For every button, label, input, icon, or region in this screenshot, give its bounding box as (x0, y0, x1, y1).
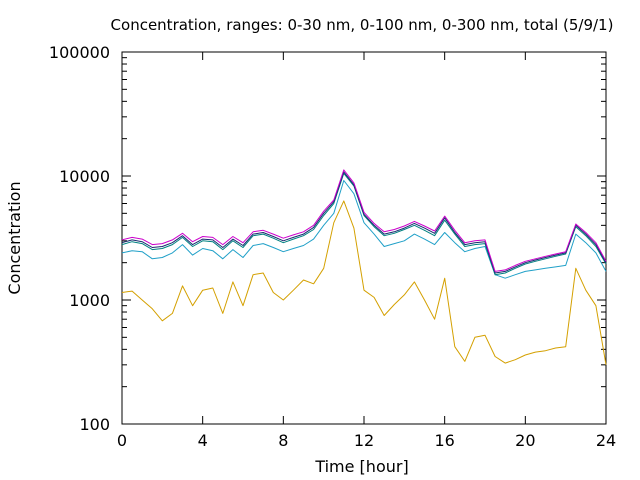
x-tick-label: 16 (434, 431, 454, 450)
y-tick-label: 100000 (49, 43, 110, 62)
y-tick-label: 10000 (59, 167, 110, 186)
series-line-4 (121, 171, 607, 274)
series-line-5 (121, 169, 607, 272)
ticks: 0 4 8 12 16 20 24 100 1000 10000 100000 (49, 43, 616, 450)
x-tick-label: 20 (515, 431, 535, 450)
chart-title: Concentration, ranges: 0-30 nm, 0-100 nm… (111, 16, 614, 34)
x-tick-label: 8 (278, 431, 288, 450)
x-tick-label: 0 (117, 431, 127, 450)
series-line-1 (121, 200, 607, 365)
x-axis-label: Time [hour] (314, 457, 408, 476)
y-tick-label: 100 (79, 415, 110, 434)
series-line-2 (121, 180, 607, 279)
x-tick-label: 4 (198, 431, 208, 450)
plot-frame (121, 51, 607, 425)
y-tick-label: 1000 (69, 291, 110, 310)
x-tick-label: 24 (596, 431, 616, 450)
y-axis-label: Concentration (5, 181, 24, 294)
series-line-3 (121, 172, 607, 276)
series-layer (121, 169, 607, 365)
x-tick-label: 12 (354, 431, 374, 450)
